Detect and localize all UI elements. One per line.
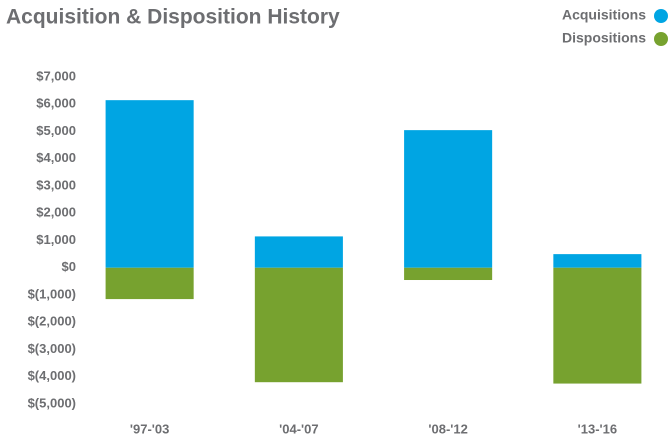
y-tick-label: $1,000 <box>36 232 76 247</box>
x-tick-label: '04-'07 <box>279 421 318 436</box>
legend-swatch <box>654 32 668 46</box>
bar <box>105 100 194 268</box>
bar <box>553 254 642 268</box>
y-tick-label: $(5,000) <box>28 395 76 410</box>
y-tick-label: $(2,000) <box>28 314 76 329</box>
x-tick-label: '08-'12 <box>428 421 467 436</box>
x-tick-label: '13-'16 <box>578 421 617 436</box>
y-tick-label: $5,000 <box>36 123 76 138</box>
y-tick-label: $0 <box>62 259 76 274</box>
x-tick-label: '97-'03 <box>130 421 169 436</box>
bar <box>553 267 642 384</box>
y-tick-label: $7,000 <box>36 68 76 83</box>
bar <box>254 267 343 383</box>
legend-label: Acquisitions <box>562 7 646 23</box>
bar <box>404 130 493 268</box>
bar <box>105 267 194 300</box>
y-tick-label: $(4,000) <box>28 368 76 383</box>
bar <box>254 236 343 268</box>
y-tick-label: $6,000 <box>36 96 76 111</box>
y-tick-label: $4,000 <box>36 150 76 165</box>
legend-swatch <box>654 9 668 23</box>
chart-title: Acquisition & Disposition History <box>6 6 340 29</box>
y-tick-label: $(1,000) <box>28 286 76 301</box>
y-tick-label: $(3,000) <box>28 341 76 356</box>
y-tick-label: $2,000 <box>36 205 76 220</box>
y-tick-label: $3,000 <box>36 177 76 192</box>
legend-label: Dispositions <box>562 30 646 46</box>
bar <box>404 267 493 281</box>
